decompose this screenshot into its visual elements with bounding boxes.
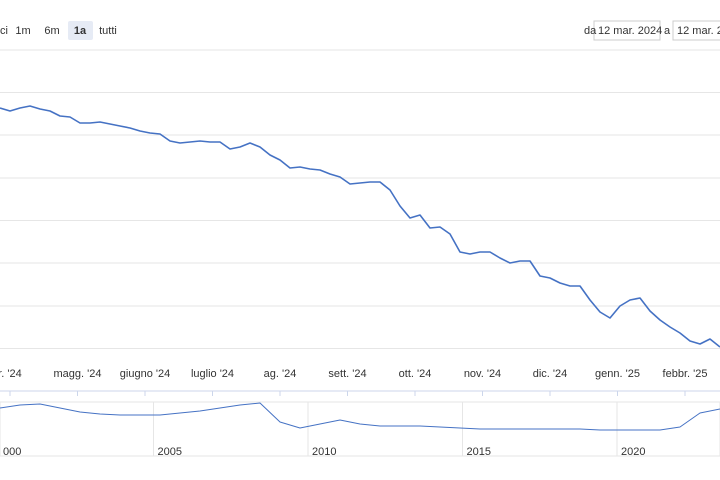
x-tick-label: sett. '24 xyxy=(328,368,366,380)
navigator[interactable] xyxy=(0,401,720,457)
x-tick-label: r. '24 xyxy=(0,368,22,380)
navigator-line xyxy=(0,402,720,431)
zoom-label: ci xyxy=(0,25,8,37)
range-button[interactable]: tutti xyxy=(99,25,117,37)
date-input[interactable] xyxy=(593,20,661,41)
x-tick-label: magg. '24 xyxy=(54,368,102,380)
range-button[interactable]: 1m xyxy=(15,25,30,37)
to-label: a xyxy=(664,25,671,37)
navigator-label: 2005 xyxy=(158,446,182,458)
navigator-label: 2015 xyxy=(467,446,491,458)
range-button[interactable]: 1a xyxy=(74,25,87,37)
button-bg xyxy=(68,21,93,40)
from-value[interactable]: 12 mar. 2024 xyxy=(598,25,662,37)
x-tick-label: giugno '24 xyxy=(120,368,170,380)
x-tick-label: genn. '25 xyxy=(595,368,640,380)
navigator-label: 000 xyxy=(3,446,21,458)
to-value[interactable]: 12 mar. 2 xyxy=(677,25,720,37)
price-line xyxy=(0,105,720,348)
x-tick-label: dic. '24 xyxy=(533,368,568,380)
navigator-label: 2020 xyxy=(621,446,645,458)
x-tick-label: nov. '24 xyxy=(464,368,501,380)
x-tick-label: febbr. '25 xyxy=(663,368,708,380)
from-label: da xyxy=(584,25,597,37)
grid xyxy=(0,49,720,349)
x-tick-label: luglio '24 xyxy=(191,368,234,380)
x-tick-label: ag. '24 xyxy=(264,368,297,380)
range-button[interactable]: 6m xyxy=(44,25,59,37)
x-tick-label: ott. '24 xyxy=(399,368,432,380)
date-input[interactable] xyxy=(672,20,720,41)
navigator-label: 2010 xyxy=(312,446,336,458)
